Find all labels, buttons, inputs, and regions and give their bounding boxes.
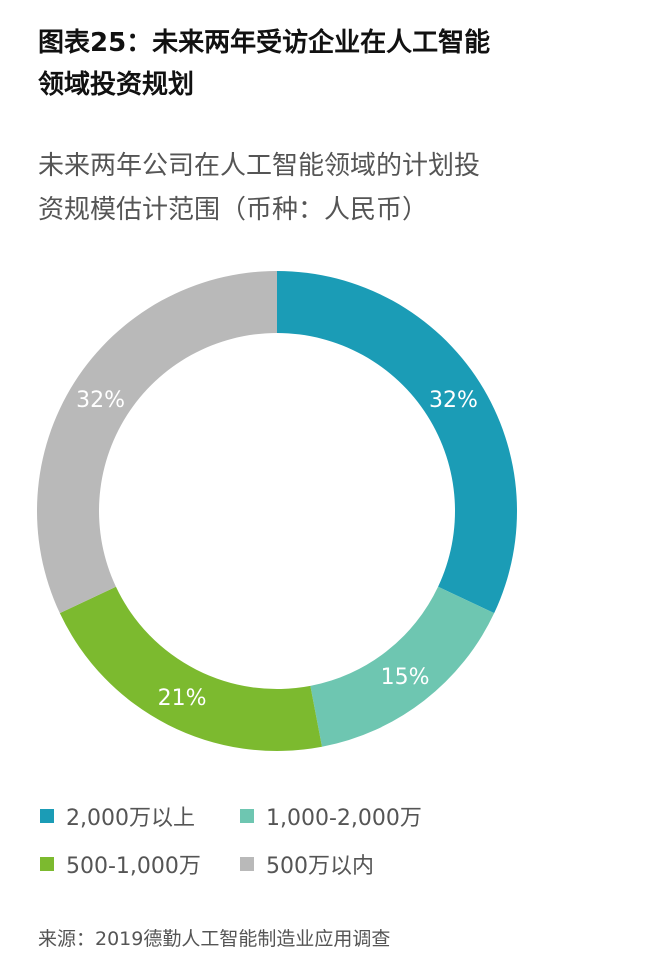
data-label: 15% xyxy=(381,665,430,690)
legend-label: 2,000万以上 xyxy=(66,806,195,831)
legend-item: 500万以内 xyxy=(240,848,374,880)
legend-label: 1,000-2,000万 xyxy=(266,806,422,831)
legend-label: 500万以内 xyxy=(266,854,374,879)
data-label: 32% xyxy=(76,388,125,413)
donut-segment xyxy=(59,586,322,752)
source-note: 来源：2019德勤人工智能制造业应用调查 xyxy=(38,928,391,950)
legend-item: 1,000-2,000万 xyxy=(240,800,422,832)
legend-item: 2,000万以上 xyxy=(40,800,195,832)
title-line: 图表25：未来两年受访企业在人工智能 xyxy=(38,28,491,58)
donut-segment xyxy=(36,271,278,614)
legend-swatch xyxy=(40,857,54,871)
data-label: 32% xyxy=(429,388,478,413)
subtitle-line: 未来两年公司在人工智能领域的计划投 xyxy=(38,151,481,181)
chart-title: 图表25：未来两年受访企业在人工智能 领域投资规划 xyxy=(38,22,638,106)
legend-swatch xyxy=(240,809,254,823)
title-line: 领域投资规划 xyxy=(38,70,195,100)
chart-subtitle: 未来两年公司在人工智能领域的计划投 资规模估计范围（币种：人民币） xyxy=(38,144,598,232)
donut-segment xyxy=(310,586,495,747)
data-label: 21% xyxy=(158,686,207,711)
subtitle-line: 资规模估计范围（币种：人民币） xyxy=(38,195,429,225)
legend-label: 500-1,000万 xyxy=(66,854,201,879)
legend-swatch xyxy=(240,857,254,871)
legend-swatch xyxy=(40,809,54,823)
donut-segment xyxy=(277,271,517,614)
legend-item: 500-1,000万 xyxy=(40,848,201,880)
